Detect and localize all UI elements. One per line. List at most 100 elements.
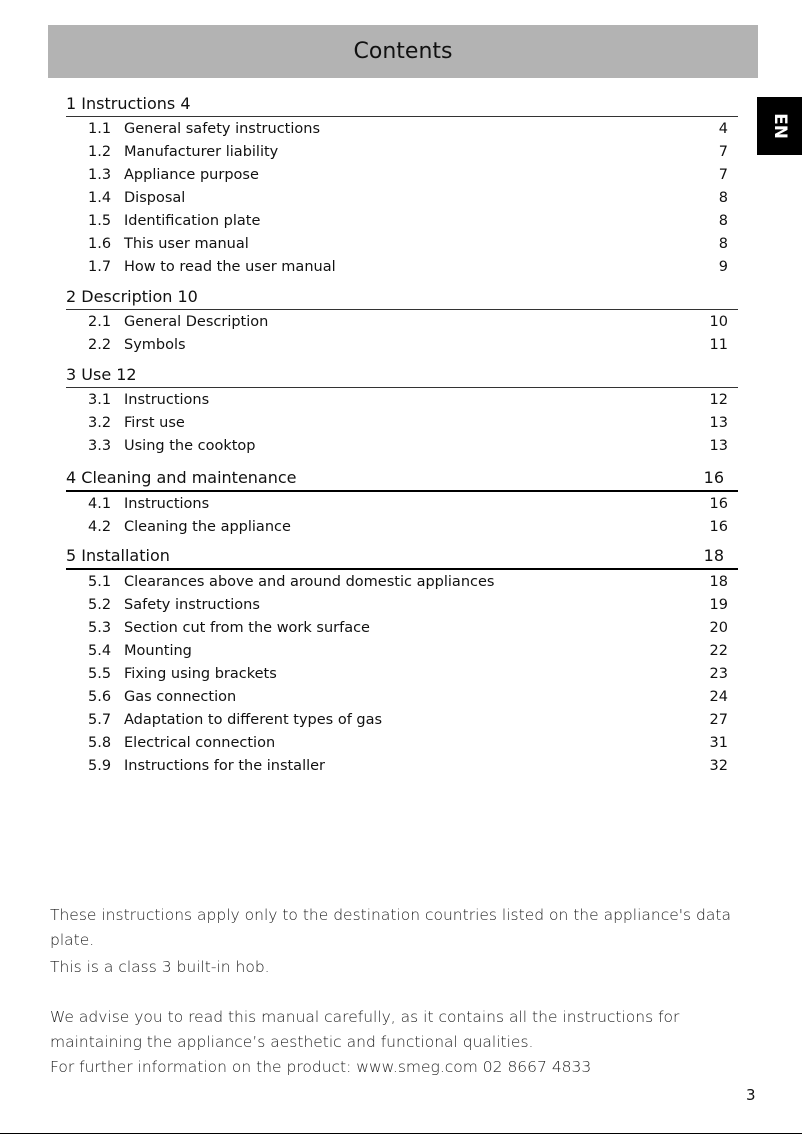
entry-page: 13 xyxy=(709,438,728,454)
toc-section-heading[interactable]: 1 Instructions 4 xyxy=(66,92,738,116)
entry-label: First use xyxy=(124,415,185,431)
section-rule xyxy=(66,568,738,570)
entry-page: 8 xyxy=(718,236,728,252)
toc-entry[interactable]: 5.3 Section cut from the work surface 20 xyxy=(66,617,738,640)
entry-number: 5.1 xyxy=(88,574,112,590)
entry-page: 27 xyxy=(709,712,728,728)
entry-page: 7 xyxy=(718,167,728,183)
entry-label: Instructions for the installer xyxy=(124,758,326,774)
toc-entry[interactable]: 5.7 Adaptation to different types of gas 2… xyxy=(66,709,738,732)
toc-entry[interactable]: 4.2 Cleaning the appliance 16 xyxy=(66,516,738,539)
section-title: 2 Description 10 xyxy=(66,287,198,306)
section-rule xyxy=(66,387,738,388)
toc-entry[interactable]: 3.3 Using the cooktop 13 xyxy=(66,435,738,458)
entry-page: 4 xyxy=(718,121,728,137)
toc-section: 1 Instructions 4 1.1 General safety instru… xyxy=(66,92,738,279)
note-advice: We advise you to read this manual carefu… xyxy=(50,1008,680,1051)
entry-label: Mounting xyxy=(124,643,192,659)
toc-entry[interactable]: 5.8 Electrical connection 31 xyxy=(66,732,738,755)
entry-number: 3.1 xyxy=(88,392,112,408)
entry-number: 1.2 xyxy=(88,144,112,160)
toc-entry[interactable]: 5.2 Safety instructions 19 xyxy=(66,594,738,617)
note-destination: These instructions apply only to the des… xyxy=(50,906,731,949)
entry-number: 1.5 xyxy=(88,213,112,229)
entry-page: 8 xyxy=(718,213,728,229)
toc-entry[interactable]: 5.1 Clearances above and around domestic … xyxy=(66,571,738,594)
entry-number: 4.2 xyxy=(88,519,112,535)
toc-entry[interactable]: 3.2 First use 13 xyxy=(66,412,738,435)
language-tab-label: EN xyxy=(769,113,790,139)
entry-number: 3.3 xyxy=(88,438,112,454)
entry-page: 20 xyxy=(709,620,728,636)
toc-entry[interactable]: 5.4 Mounting 22 xyxy=(66,640,738,663)
toc-section-heading[interactable]: 5 Installation 18 xyxy=(66,544,738,568)
toc-entry[interactable]: 1.3 Appliance purpose 7 xyxy=(66,164,738,187)
entry-label: Section cut from the work surface xyxy=(124,620,370,636)
entry-page: 11 xyxy=(709,337,728,353)
section-rule xyxy=(66,116,738,117)
toc-entry[interactable]: 5.9 Instructions for the installer 32 xyxy=(66,755,738,778)
toc-entry[interactable]: 2.2 Symbols 11 xyxy=(66,334,738,357)
section-title: 5 Installation xyxy=(66,546,170,565)
toc-section: 4 Cleaning and maintenance 16 4.1 Instructi… xyxy=(66,466,738,539)
entry-label: Instructions xyxy=(124,496,210,512)
entry-number: 1.4 xyxy=(88,190,112,206)
entry-page: 13 xyxy=(709,415,728,431)
entry-number: 2.1 xyxy=(88,314,112,330)
toc-entry[interactable]: 2.1 General Description 10 xyxy=(66,311,738,334)
entry-label: Electrical connection xyxy=(124,735,276,751)
entry-label: Instructions xyxy=(124,392,210,408)
entry-page: 8 xyxy=(718,190,728,206)
section-rule xyxy=(66,309,738,310)
page-title: Contents xyxy=(353,39,453,64)
entry-label: Safety instructions xyxy=(124,597,260,613)
section-page: 18 xyxy=(703,546,724,565)
toc-section-heading[interactable]: 4 Cleaning and maintenance 16 xyxy=(66,466,738,490)
entry-label: Using the cooktop xyxy=(124,438,256,454)
section-page: 16 xyxy=(703,468,724,487)
entry-number: 1.3 xyxy=(88,167,112,183)
entry-page: 18 xyxy=(709,574,728,590)
toc-entry[interactable]: 1.6 This user manual 8 xyxy=(66,233,738,256)
toc-entry[interactable]: 1.1 General safety instructions 4 xyxy=(66,118,738,141)
toc-section-heading[interactable]: 3 Use 12 xyxy=(66,363,738,387)
note-contact: For further information on the product: … xyxy=(50,1058,592,1076)
toc-entry[interactable]: 1.5 Identification plate 8 xyxy=(66,210,738,233)
entry-number: 5.8 xyxy=(88,735,112,751)
entry-number: 5.7 xyxy=(88,712,112,728)
toc-section: 2 Description 10 2.1 General Description 10… xyxy=(66,285,738,357)
section-title: 3 Use 12 xyxy=(66,365,137,384)
entry-number: 2.2 xyxy=(88,337,112,353)
entry-number: 3.2 xyxy=(88,415,112,431)
toc-entry[interactable]: 3.1 Instructions 12 xyxy=(66,389,738,412)
entry-page: 16 xyxy=(709,496,728,512)
entry-number: 5.4 xyxy=(88,643,112,659)
toc-section-heading[interactable]: 2 Description 10 xyxy=(66,285,738,309)
entry-label: Symbols xyxy=(124,337,186,353)
entry-page: 19 xyxy=(709,597,728,613)
entry-label: Adaptation to different types of gas xyxy=(124,712,383,728)
entry-label: Clearances above and around domestic app… xyxy=(124,574,495,590)
toc-section: 5 Installation 18 5.1 Clearances above and … xyxy=(66,544,738,778)
language-tab: EN xyxy=(757,97,802,155)
entry-label: Disposal xyxy=(124,190,186,206)
toc-entry[interactable]: 1.2 Manufacturer liability 7 xyxy=(66,141,738,164)
entry-number: 5.3 xyxy=(88,620,112,636)
toc-entry[interactable]: 5.6 Gas connection 24 xyxy=(66,686,738,709)
toc-section: 3 Use 12 3.1 Instructions 12 3.2 First use 13 3… xyxy=(66,363,738,458)
toc-entry[interactable]: 1.7 How to read the user manual 9 xyxy=(66,256,738,279)
entry-page: 22 xyxy=(709,643,728,659)
toc-entry[interactable]: 4.1 Instructions 16 xyxy=(66,493,738,516)
note-class: This is a class 3 built-in hob. xyxy=(50,958,270,976)
toc-entry[interactable]: 5.5 Fixing using brackets 23 xyxy=(66,663,738,686)
entry-number: 5.2 xyxy=(88,597,112,613)
entry-number: 1.6 xyxy=(88,236,112,252)
entry-label: Fixing using brackets xyxy=(124,666,277,682)
entry-page: 10 xyxy=(709,314,728,330)
entry-number: 1.7 xyxy=(88,259,112,275)
entry-label: Identification plate xyxy=(124,213,261,229)
section-rule xyxy=(66,490,738,492)
entry-number: 5.9 xyxy=(88,758,112,774)
entry-label: General safety instructions xyxy=(124,121,321,137)
toc-entry[interactable]: 1.4 Disposal 8 xyxy=(66,187,738,210)
